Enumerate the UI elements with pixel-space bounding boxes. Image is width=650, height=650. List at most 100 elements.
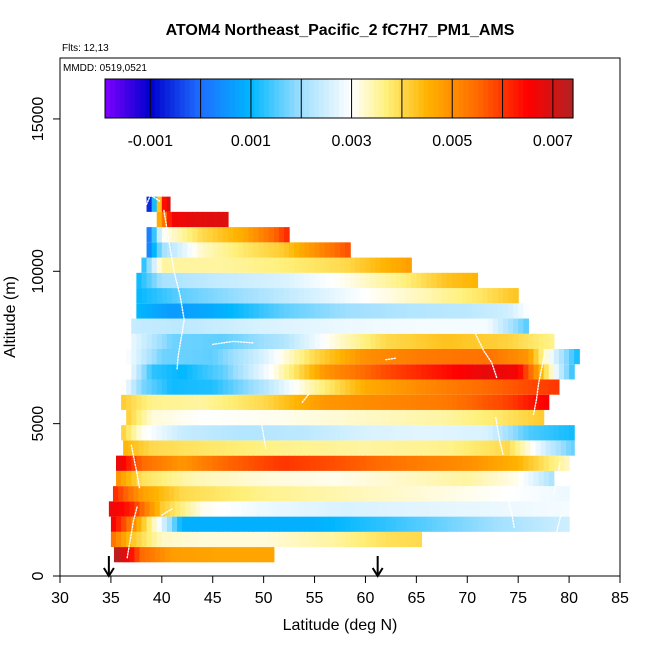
- heatmap-cell: [299, 303, 305, 319]
- heatmap-cell: [240, 486, 246, 502]
- heatmap-cell: [508, 409, 514, 426]
- heatmap-cell: [421, 303, 428, 319]
- heatmap-cell: [545, 486, 552, 502]
- heatmap-cell: [278, 379, 285, 395]
- colorbar-cell: [488, 79, 494, 118]
- heatmap-cell: [370, 333, 377, 349]
- heatmap-cell: [380, 364, 387, 380]
- heatmap-cell: [467, 333, 473, 349]
- heatmap-cell: [268, 348, 275, 365]
- colorbar-cell: [169, 79, 176, 118]
- heatmap-cell: [467, 288, 473, 304]
- heatmap-cell: [487, 425, 494, 441]
- heatmap-cell: [212, 242, 219, 258]
- heatmap-cell: [207, 257, 214, 273]
- heatmap-cell: [197, 379, 204, 395]
- heatmap-cell: [492, 470, 499, 487]
- heatmap-cell: [462, 364, 468, 380]
- heatmap-cell: [212, 379, 219, 395]
- heatmap-cell: [462, 516, 468, 532]
- heatmap-cell: [243, 409, 249, 426]
- heatmap-cell: [406, 318, 412, 334]
- heatmap-cell: [482, 379, 489, 395]
- colorbar-cell: [314, 79, 320, 118]
- x-tick-label: 70: [458, 590, 476, 607]
- heatmap-cell: [329, 303, 336, 319]
- heatmap-cell: [222, 455, 229, 471]
- heatmap-cell: [284, 227, 290, 243]
- heatmap-cell: [187, 379, 193, 395]
- heatmap-cell: [134, 547, 141, 563]
- heatmap-cell: [452, 455, 458, 471]
- heatmap-cell: [401, 318, 407, 334]
- heatmap-cell: [508, 364, 514, 380]
- heatmap-cell: [299, 364, 305, 380]
- heatmap-cell: [146, 394, 153, 410]
- heatmap-cell: [161, 242, 168, 258]
- heatmap-cell: [161, 272, 168, 289]
- heatmap-cell: [441, 516, 448, 532]
- heatmap-cell: [319, 272, 326, 289]
- heatmap-cell: [212, 516, 219, 532]
- heatmap-cell: [309, 257, 316, 273]
- heatmap-cell: [513, 409, 519, 426]
- heatmap-cell: [309, 379, 316, 395]
- heatmap-cell: [321, 486, 328, 502]
- heatmap-cell: [441, 425, 448, 441]
- heatmap-cell: [375, 272, 382, 289]
- heatmap-cell: [309, 364, 316, 380]
- flight-tracks: [126, 194, 562, 559]
- heatmap-cell: [143, 486, 150, 502]
- heatmap-cell: [533, 516, 540, 532]
- heatmap-cell: [360, 348, 367, 365]
- heatmap-cell: [128, 440, 134, 456]
- heatmap-cell: [197, 409, 204, 426]
- colorbar: -0.001 0.001 0.003 0.005 0.007: [104, 78, 574, 150]
- heatmap-cell: [108, 501, 115, 517]
- heatmap-cell: [390, 470, 397, 487]
- heatmap-cell: [177, 318, 183, 334]
- heatmap-cell: [197, 531, 204, 548]
- heatmap-cell: [416, 318, 423, 334]
- heatmap-cell: [233, 470, 239, 487]
- heatmap-cell: [459, 486, 465, 502]
- heatmap-cell: [375, 364, 382, 380]
- heatmap-cell: [390, 288, 397, 304]
- heatmap-cell: [393, 501, 400, 517]
- heatmap-cell: [121, 470, 127, 487]
- heatmap-cell: [558, 425, 565, 441]
- heatmap-cell: [273, 242, 280, 258]
- heatmap-cell: [182, 318, 188, 334]
- heatmap-cell: [228, 470, 234, 487]
- heatmap-cell: [426, 288, 433, 304]
- heatmap-cell: [355, 455, 361, 471]
- heatmap-cell: [454, 440, 460, 456]
- heatmap-cell: [558, 516, 565, 532]
- heatmap-cell: [513, 318, 519, 334]
- heatmap-cell: [446, 364, 453, 380]
- heatmap-cell: [548, 379, 555, 395]
- heatmap-cell: [502, 516, 509, 532]
- heatmap-cell: [350, 409, 356, 426]
- heatmap-cell: [121, 531, 127, 548]
- heatmap-cell: [141, 455, 148, 471]
- heatmap-cell: [243, 227, 249, 243]
- flight-marker-1: [103, 556, 115, 578]
- heatmap-cell: [289, 318, 295, 334]
- heatmap-cell: [561, 501, 568, 517]
- heatmap-cell: [289, 242, 295, 258]
- heatmap-cell: [286, 440, 292, 456]
- flight-track: [126, 505, 139, 559]
- heatmap-cell: [452, 348, 458, 365]
- heatmap-cell: [253, 257, 260, 273]
- heatmap-cell: [502, 470, 509, 487]
- heatmap-cell: [355, 257, 361, 273]
- heatmap-cell: [304, 242, 311, 258]
- heatmap-cell: [248, 288, 255, 304]
- heatmap-cell: [289, 288, 295, 304]
- heatmap-cell: [248, 455, 255, 471]
- colorbar-cell: [319, 79, 325, 118]
- heatmap-cell: [166, 272, 173, 289]
- heatmap-cell: [126, 379, 132, 395]
